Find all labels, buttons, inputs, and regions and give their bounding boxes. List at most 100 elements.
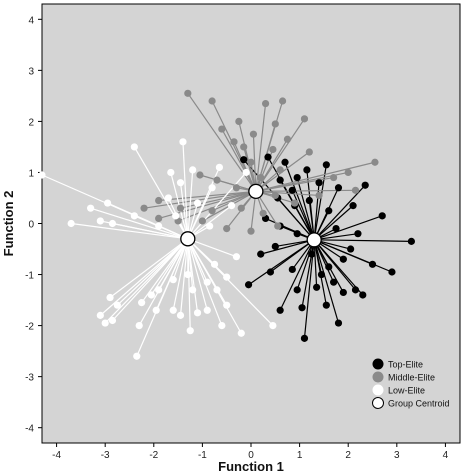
top-elite-point [288, 265, 296, 274]
middle-elite-link-line [221, 128, 257, 192]
low-elite-link-line [179, 182, 189, 239]
middle-elite-point [351, 186, 360, 194]
low-elite-link-line [179, 238, 189, 316]
x-tick-label: -3 [101, 450, 110, 461]
y-tick-label: -4 [25, 424, 34, 435]
low-elite-point [189, 286, 197, 294]
low-elite-point [133, 352, 141, 360]
y-tick-label: -3 [25, 373, 34, 384]
middle-elite-point [330, 173, 338, 182]
top-elite-point [354, 230, 362, 238]
top-elite-point [325, 207, 333, 215]
top-elite-point [305, 196, 313, 205]
low-elite-link-line [172, 238, 189, 311]
low-elite-point [106, 293, 114, 302]
low-elite-point [147, 291, 155, 299]
low-elite-point [227, 202, 236, 210]
low-elite-point [130, 212, 138, 220]
middle-elite-point [247, 158, 255, 166]
middle-elite-point [196, 171, 204, 179]
middle-elite-point [274, 222, 282, 230]
middle-elite-point [240, 143, 248, 151]
low-elite-link-line [187, 205, 232, 240]
low-elite-link-line [187, 238, 208, 311]
top-elite-point [388, 268, 396, 276]
middle-elite-point [276, 166, 284, 174]
middle-elite-point [257, 173, 265, 182]
middle-elite-link-line [243, 146, 257, 192]
top-elite-link-line [267, 156, 315, 241]
low-elite-point [164, 194, 172, 202]
top-elite-link-line [313, 239, 393, 273]
top-elite-link-line [296, 239, 315, 291]
middle-elite-point [300, 115, 309, 123]
low-elite-link-line [71, 222, 188, 240]
low-elite-point [218, 321, 226, 330]
legend-marker-low-elite [372, 384, 384, 396]
top-elite-link-line [313, 215, 383, 241]
top-elite-point [313, 283, 321, 291]
middle-elite-point [184, 89, 192, 97]
low-elite-point [193, 199, 202, 207]
middle-elite-point [247, 227, 255, 235]
legend-label-top-elite: Top-Elite [388, 360, 423, 370]
top-elite-point [351, 286, 360, 294]
top-elite-link-line [313, 239, 318, 288]
low-elite-point [242, 168, 250, 177]
middle-elite-point [230, 138, 238, 146]
top-elite-point [300, 334, 309, 342]
top-elite-point [298, 304, 306, 312]
low-elite-link-line [187, 238, 237, 258]
middle-elite-centroid [248, 183, 264, 199]
top-elite-point [322, 161, 330, 169]
middle-elite-point [271, 120, 279, 128]
top-elite-point [303, 166, 311, 174]
middle-elite-point [208, 207, 216, 215]
y-tick-label: 3 [28, 66, 34, 77]
low-elite-point [193, 309, 202, 317]
middle-elite-point [371, 158, 379, 166]
top-elite-point [368, 260, 377, 268]
top-elite-point [361, 181, 369, 189]
low-elite-point [108, 316, 117, 325]
low-elite-link-line [136, 238, 189, 357]
top-elite-point [359, 291, 367, 299]
low-elite-point [155, 286, 163, 294]
legend-marker-top-elite [372, 358, 384, 370]
middle-elite-point [213, 176, 221, 184]
low-elite-point [96, 217, 104, 225]
top-elite-point [317, 270, 326, 279]
low-elite-point [96, 311, 104, 319]
top-elite-point [347, 245, 355, 253]
middle-elite-point [249, 130, 258, 138]
top-elite-point [257, 250, 265, 258]
legend: Top-Elite Middle-Elite Low-Elite Group C… [372, 358, 450, 409]
middle-elite-link-line [255, 190, 320, 197]
low-elite-point [189, 166, 197, 174]
low-elite-point [169, 276, 177, 284]
middle-elite-point [261, 99, 270, 108]
top-elite-point [339, 288, 347, 297]
low-elite-point [87, 204, 95, 212]
legend-marker-middle-elite [372, 371, 384, 383]
top-elite-point [378, 212, 386, 220]
low-elite-point [179, 138, 187, 146]
low-elite-point [155, 222, 163, 230]
top-elite-point [240, 156, 248, 164]
middle-elite-point [232, 184, 241, 192]
middle-elite-point [259, 209, 267, 217]
top-elite-link-line [313, 239, 356, 291]
low-elite-point [232, 253, 241, 261]
top-elite-link-line [248, 239, 315, 286]
top-elite-link-line [313, 239, 340, 324]
top-elite-point [293, 173, 301, 182]
middle-elite-point [218, 125, 226, 133]
low-elite-link-line [187, 238, 218, 291]
top-elite-link-line [279, 239, 315, 311]
legend-label-middle-elite: Middle-Elite [388, 373, 435, 383]
y-axis-title: Function 2 [1, 191, 16, 257]
low-elite-point [186, 327, 194, 335]
low-elite-point [237, 329, 245, 337]
low-elite-link-line [112, 222, 188, 240]
